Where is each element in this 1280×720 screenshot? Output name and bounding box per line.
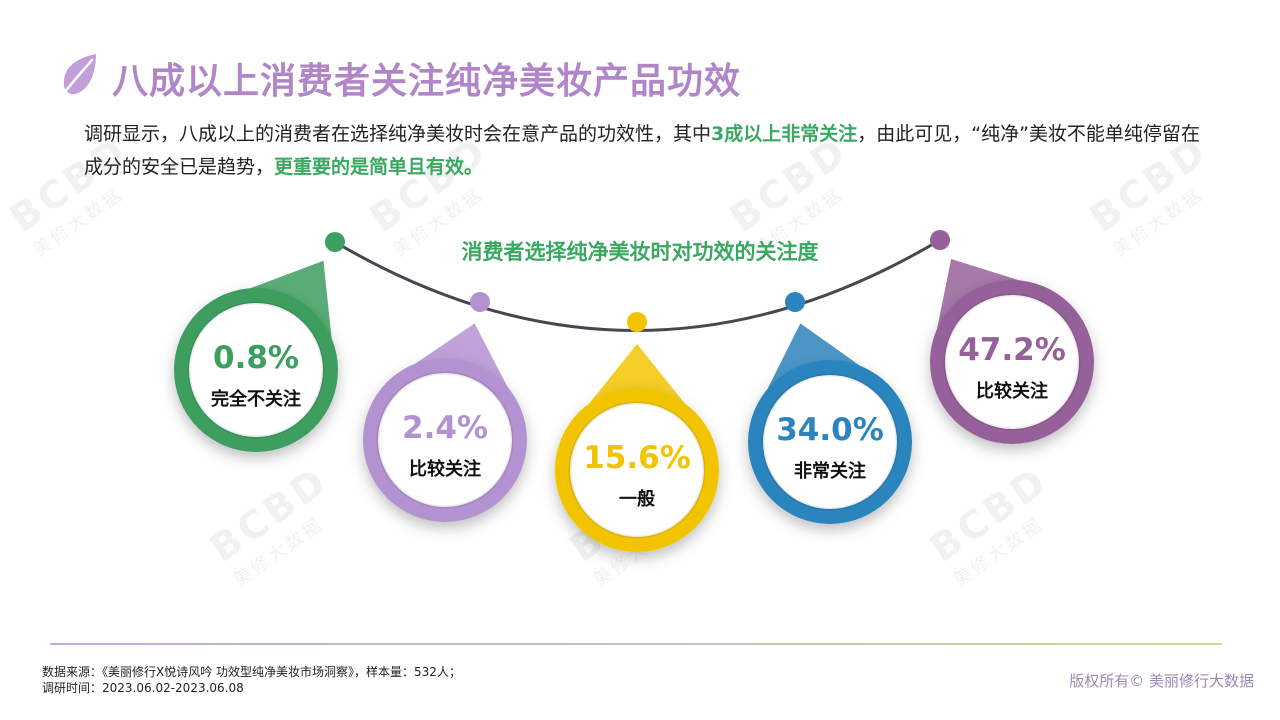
intro-text: ，由此可见，“纯净”美妆不能单纯停留在成分的安全已是趋势，	[84, 123, 1200, 178]
intro-text: 调研显示，八成以上的消费者在选择纯净美妆时会在意产品的功效性，其中	[84, 123, 712, 145]
page-title: 八成以上消费者关注纯净美妆产品功效	[112, 61, 742, 102]
bubble-2: 2.4% 比较关注	[363, 292, 527, 522]
intro-highlight: 3成以上非常关注	[711, 123, 858, 145]
connector-dot	[930, 230, 950, 250]
source-line: 数据来源：《美丽修行X悦诗风吟 功效型纯净美妆市场洞察》，样本量：532人；	[42, 665, 461, 679]
bubble-tip	[589, 344, 685, 404]
bubble-inner	[945, 295, 1079, 429]
bubble-inner-edge	[943, 293, 1081, 431]
category-label: 一般	[619, 488, 655, 510]
connector-dot	[785, 292, 805, 312]
bubble-inner-edge	[761, 373, 899, 511]
value-label: 2.4%	[402, 410, 488, 446]
footer-divider	[50, 643, 1222, 645]
connector-dot	[470, 292, 490, 312]
copyright: 版权所有© 美丽修行大数据	[1069, 672, 1254, 690]
category-label: 完全不关注	[211, 388, 301, 410]
bubble-3: 15.6% 一般	[555, 312, 719, 552]
value-label: 34.0%	[776, 412, 884, 448]
attention-chart: 消费者选择纯净美妆时对功效的关注度 0.8% 完全不关注 2.4% 比较关注 15.6%…	[174, 230, 1094, 552]
bubble-group: 0.8% 完全不关注 2.4% 比较关注 15.6% 一般 34.0% 非常关注 47.2% 比较…	[174, 230, 1094, 552]
bubble-inner-edge	[568, 401, 706, 539]
value-label: 47.2%	[958, 332, 1066, 368]
survey-date-line: 调研时间：2023.06.02-2023.06.08	[42, 681, 244, 695]
category-label: 非常关注	[794, 460, 866, 482]
footer-source: 数据来源：《美丽修行X悦诗风吟 功效型纯净美妆市场洞察》，样本量：532人； 调…	[42, 664, 461, 696]
value-label: 15.6%	[583, 440, 691, 476]
bubble-inner-edge	[376, 371, 514, 509]
bubble-inner	[763, 375, 897, 509]
bubble-5: 47.2% 比较关注	[930, 230, 1094, 444]
bubble-inner	[570, 403, 704, 537]
chart-title: 消费者选择纯净美妆时对功效的关注度	[462, 240, 819, 264]
bubble-inner	[189, 303, 323, 437]
intro-paragraph: 调研显示，八成以上的消费者在选择纯净美妆时会在意产品的功效性，其中3成以上非常关…	[84, 118, 1204, 184]
value-label: 0.8%	[213, 340, 299, 376]
bubble-4: 34.0% 非常关注	[748, 292, 912, 524]
connector-dot	[325, 232, 345, 252]
leaf-icon	[60, 54, 96, 98]
bubble-inner-edge	[187, 301, 325, 439]
connector-dot	[627, 312, 647, 332]
intro-highlight: 更重要的是简单且有效。	[274, 156, 484, 178]
bubble-inner	[378, 373, 512, 507]
category-label: 比较关注	[409, 458, 481, 480]
category-label: 比较关注	[976, 380, 1048, 402]
bubble-1: 0.8% 完全不关注	[174, 232, 345, 452]
